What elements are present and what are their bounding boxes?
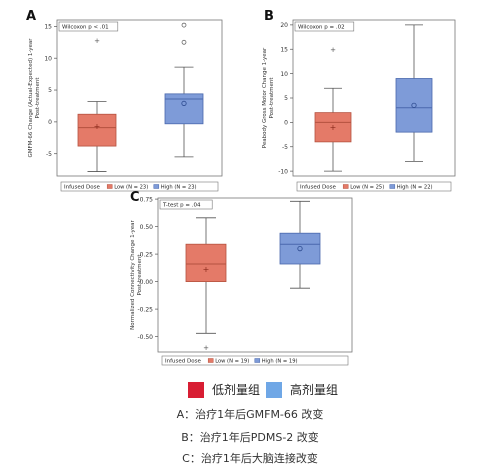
y-tick-label: 0 [284, 120, 288, 127]
low-dose-swatch [188, 382, 204, 398]
low-mean-marker: + [203, 265, 210, 274]
high-dose-swatch [266, 382, 282, 398]
low-dose-legend-label: 低剂量组 [212, 383, 261, 397]
test-label-box [58, 21, 119, 32]
high-mean-marker [411, 102, 417, 108]
low-dose-box [314, 112, 352, 143]
y-tick-label: -10 [278, 168, 288, 175]
dose-legend-box [60, 181, 219, 192]
high-legend-swatch [254, 358, 261, 363]
y-tick-label: 0 [48, 119, 52, 126]
dose-legend-title: Infused Dose [64, 185, 100, 191]
y-tick-label: -5 [282, 144, 288, 151]
high-legend-swatch [389, 184, 396, 189]
low-dose-box [185, 243, 227, 282]
y-axis-label: GMFM-66 Change (Actual-Expected) 1-yearP… [28, 38, 41, 158]
y-axis-label: Peabody Gross Motor Change 1-yearPost-tr… [262, 47, 275, 148]
low-mean-marker: + [330, 123, 337, 132]
test-label: T-test p = .04 [162, 203, 201, 209]
high-mean-marker [297, 246, 303, 252]
y-tick-label: 20 [280, 22, 288, 29]
caption-a: A：治疗1年后GMFM-66 改变 [176, 408, 324, 421]
panel-a-letter: A [26, 9, 36, 24]
low-legend-label: Low (N = 25) [350, 185, 384, 191]
y-tick-label: 10 [280, 71, 288, 78]
high-mean-marker [181, 100, 187, 107]
high-outlier [181, 22, 187, 28]
low-legend-swatch [207, 358, 214, 363]
high-legend-label: High (N = 22) [397, 185, 433, 191]
high-outlier [181, 39, 187, 45]
caption-c: C：治疗1年后大脑连接改变 [182, 452, 318, 465]
low-outlier: + [330, 46, 336, 54]
y-tick-label: 15 [44, 24, 52, 31]
test-label-box [159, 199, 213, 210]
test-label: Wilcoxon p = .02 [298, 25, 345, 31]
low-legend-label: Low (N = 23) [114, 185, 148, 191]
y-tick-label: 0.75 [140, 196, 154, 203]
high-dose-legend-label: 高剂量组 [290, 383, 339, 397]
low-outlier: + [94, 37, 100, 45]
high-legend-label: High (N = 23) [161, 185, 197, 191]
low-dose-box [77, 113, 117, 147]
y-tick-label: 0.25 [140, 251, 154, 258]
low-mean-marker: + [94, 122, 101, 131]
high-dose-box [395, 78, 433, 133]
panel-c-chart: C -0.50 -0.25 0.00 0.25 0.50 0.75 Normalized Co… [130, 190, 353, 366]
caption-b: B：治疗1年后PDMS-2 改变 [181, 431, 319, 444]
low-legend-label: Low (N = 19) [215, 359, 249, 365]
dose-legend-box [296, 181, 452, 192]
y-tick-label: 15 [280, 46, 288, 53]
test-label-box [294, 21, 355, 32]
high-dose-box [279, 232, 321, 265]
y-tick-label: 0.50 [140, 224, 154, 231]
y-tick-label: 5 [48, 87, 52, 94]
y-tick-label: 5 [284, 95, 288, 102]
test-label: Wilcoxon p < .01 [62, 25, 109, 31]
y-tick-label: 0.00 [140, 279, 154, 286]
dose-legend-title: Infused Dose [300, 185, 336, 191]
panel-c-letter: C [130, 190, 140, 205]
y-tick-label: -0.25 [137, 306, 153, 313]
y-tick-label: -0.50 [137, 334, 153, 341]
y-tick-label: 10 [44, 55, 52, 62]
y-axis-label: Normalized Connectivity Change 1-yearPos… [130, 219, 143, 329]
low-legend-swatch [106, 184, 113, 189]
dose-group-legend: 低剂量组 高剂量组 [0, 380, 500, 400]
panel-b-chart: B -10 -5 0 5 10 15 20 Peabody Gross Motor Change… [262, 9, 456, 192]
high-legend-label: High (N = 19) [262, 359, 298, 365]
low-legend-swatch [342, 184, 349, 189]
high-dose-box [164, 93, 204, 125]
y-tick-label: -5 [46, 151, 52, 158]
panel-b-letter: B [264, 9, 274, 24]
low-outlier: + [203, 344, 209, 352]
high-legend-swatch [153, 184, 160, 189]
dose-legend-title: Infused Dose [165, 359, 201, 365]
